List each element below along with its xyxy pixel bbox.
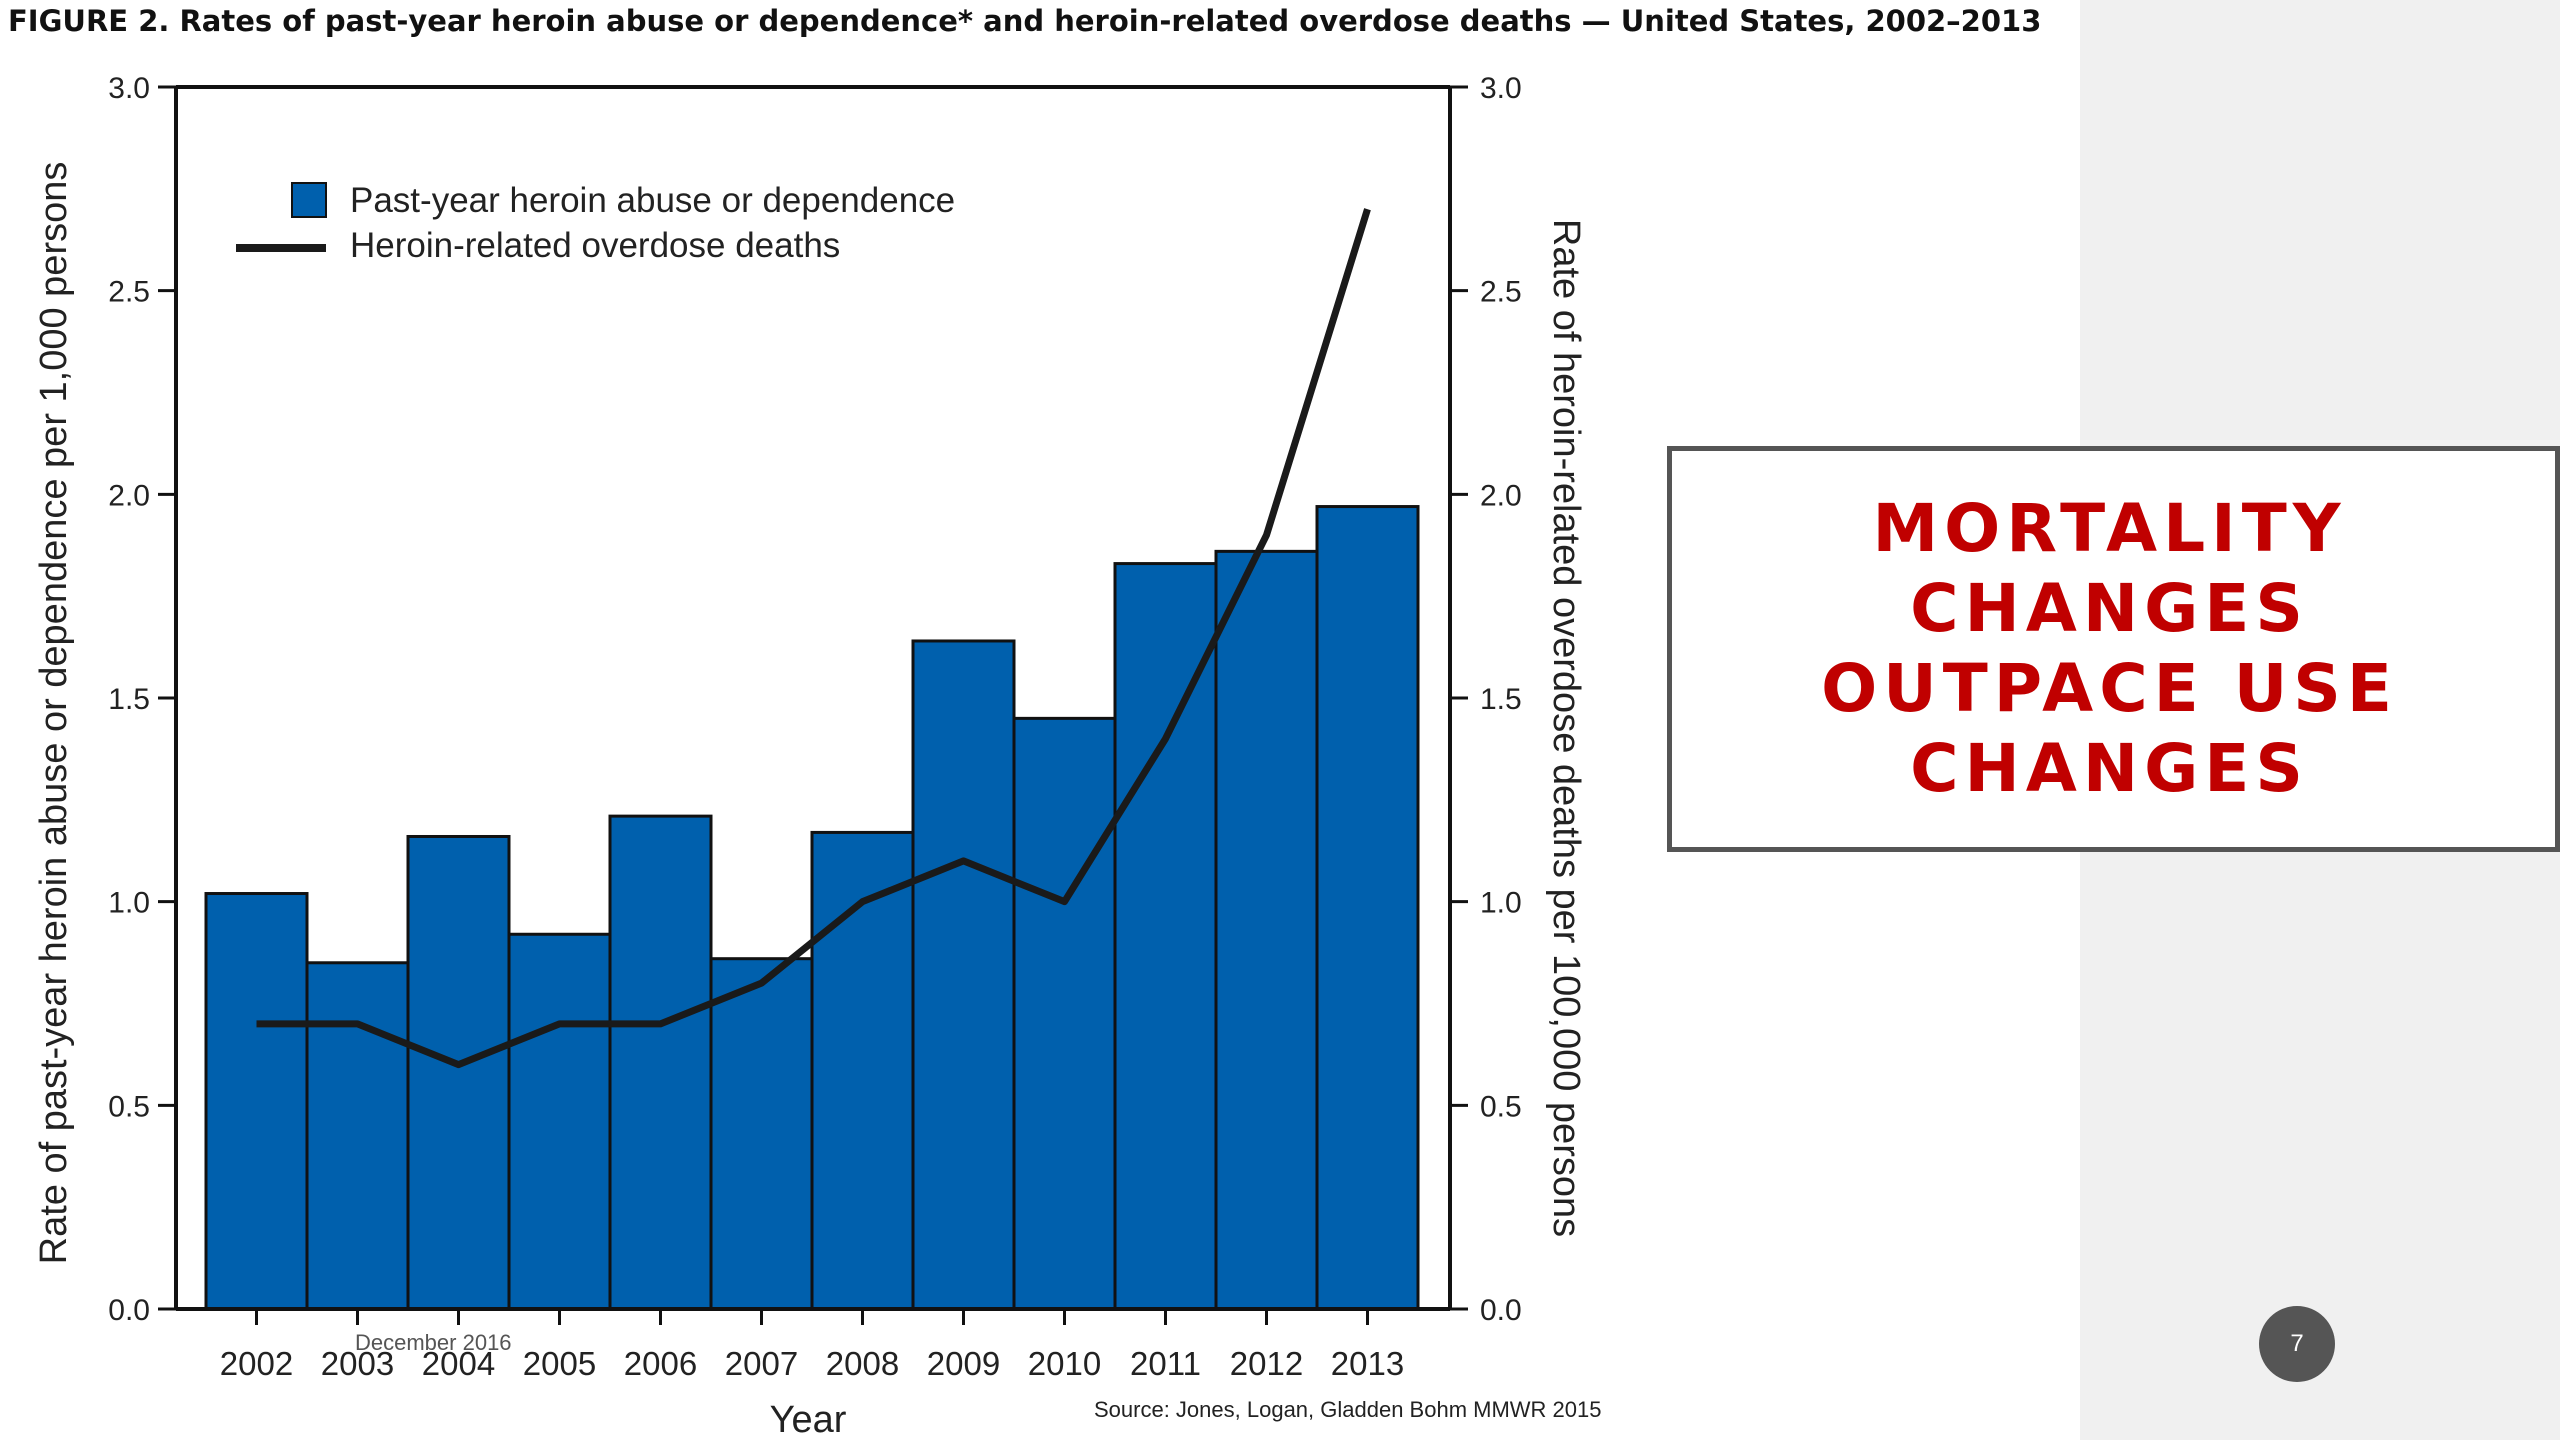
x-tick-label-2006: 2006 bbox=[624, 1345, 697, 1382]
callout-box: MORTALITY CHANGES OUTPACE USE CHANGES bbox=[1667, 446, 2560, 852]
left-tick-label: 1.0 bbox=[108, 887, 150, 920]
x-tick-label-2002: 2002 bbox=[220, 1345, 293, 1382]
x-tick-label-2008: 2008 bbox=[826, 1345, 899, 1382]
left-tick-label: 1.5 bbox=[108, 683, 150, 716]
bar-2009 bbox=[911, 639, 1016, 1311]
legend-line-label: Heroin-related overdose deaths bbox=[350, 226, 840, 265]
x-tick-label-2009: 2009 bbox=[927, 1345, 1000, 1382]
figure-title: FIGURE 2. Rates of past-year heroin abus… bbox=[8, 4, 2042, 38]
x-tick-label-2012: 2012 bbox=[1230, 1345, 1303, 1382]
source-citation: Source: Jones, Logan, Gladden Bohm MMWR … bbox=[1094, 1397, 1602, 1422]
bar-2011 bbox=[1113, 562, 1218, 1311]
left-tick-label: 0.5 bbox=[108, 1090, 150, 1123]
bar-2003 bbox=[305, 961, 410, 1311]
x-tick-label-2003: 2003 bbox=[321, 1345, 394, 1382]
right-tick-label: 2.5 bbox=[1480, 276, 1522, 309]
x-tick-label-2013: 2013 bbox=[1331, 1345, 1404, 1382]
left-tick-label: 2.5 bbox=[108, 276, 150, 309]
x-tick-label-2007: 2007 bbox=[725, 1345, 798, 1382]
right-tick-label: 0.5 bbox=[1480, 1090, 1522, 1123]
bar-2006 bbox=[608, 814, 713, 1311]
right-axis-title: Rate of heroin-related overdose deaths p… bbox=[1545, 219, 1587, 1237]
bar-2002 bbox=[204, 892, 309, 1311]
bar-2013 bbox=[1315, 505, 1420, 1311]
left-axis-title: Rate of past-year heroin abuse or depend… bbox=[33, 162, 75, 1265]
bar-2004 bbox=[406, 834, 511, 1311]
x-tick-label-2010: 2010 bbox=[1028, 1345, 1101, 1382]
x-tick-label-2011: 2011 bbox=[1130, 1345, 1201, 1382]
page-number[interactable]: 7 bbox=[2259, 1306, 2335, 1382]
legend-bar-label: Past-year heroin abuse or dependence bbox=[350, 181, 955, 220]
right-tick-label: 1.0 bbox=[1480, 887, 1522, 920]
left-tick-label: 2.0 bbox=[108, 479, 150, 512]
overdose-deaths-line bbox=[256, 208, 1371, 1069]
bar-2005 bbox=[507, 932, 612, 1311]
right-tick-label: 0.0 bbox=[1480, 1294, 1522, 1327]
left-tick-label: 3.0 bbox=[108, 72, 150, 105]
callout-text: MORTALITY CHANGES OUTPACE USE CHANGES bbox=[1821, 490, 2398, 807]
x-axis-title: Year bbox=[770, 1399, 847, 1440]
legend-bar-swatch bbox=[291, 182, 327, 218]
bar-2012 bbox=[1214, 549, 1319, 1311]
right-tick-label: 1.5 bbox=[1480, 683, 1522, 716]
chart: 0.0 0.0 0.5 0.5 1.0 1.0 1.5 1.5 2.0 2.0 2.5 2.5 3.0 3… bbox=[33, 72, 1587, 1440]
right-tick-label: 3.0 bbox=[1480, 72, 1522, 105]
bar-2007 bbox=[709, 957, 814, 1311]
x-tick-label-2005: 2005 bbox=[523, 1345, 596, 1382]
left-tick-label: 0.0 bbox=[108, 1294, 150, 1327]
footer-date: December 2016 bbox=[355, 1330, 512, 1355]
right-tick-label: 2.0 bbox=[1480, 479, 1522, 512]
x-tick-label-2004: 2004 bbox=[422, 1345, 495, 1382]
bar-2010 bbox=[1012, 716, 1117, 1311]
